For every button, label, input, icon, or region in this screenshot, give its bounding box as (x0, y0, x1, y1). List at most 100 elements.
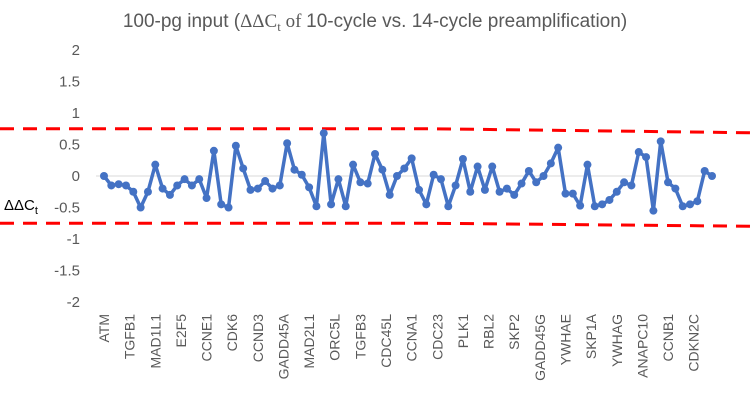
data-point (678, 202, 687, 211)
x-axis-category-labels: ATM TGFB1 MAD1L1 E2F5 CCNE1 CDK6 CCND3 GADD45A M… (96, 313, 702, 381)
y-axis-label: ΔΔCt (4, 197, 38, 217)
data-point (451, 181, 460, 190)
data-point (341, 202, 350, 211)
data-point (327, 200, 336, 209)
data-point (239, 164, 248, 173)
y-tick-label: 1 (72, 105, 80, 122)
data-point (598, 200, 607, 209)
data-point (349, 160, 358, 169)
x-tick-label: TGFB1 (122, 314, 138, 359)
data-point (100, 172, 108, 180)
data-point (466, 187, 475, 196)
data-point (627, 181, 636, 190)
data-point (356, 178, 365, 187)
data-point (649, 206, 658, 215)
data-point (187, 181, 196, 190)
x-tick-label: GADD45G (532, 314, 548, 381)
data-point (642, 153, 651, 162)
data-point (480, 185, 489, 194)
data-point (539, 172, 548, 180)
y-axis-ticks: 2 1.5 1 0.5 0 -0.5 -1 -1.5 -2 (54, 42, 80, 311)
data-point (283, 139, 292, 148)
series-line (102, 131, 713, 213)
x-tick-label: ATM (96, 314, 112, 343)
chart-title-main: 100-pg input ( (123, 11, 241, 32)
y-tick-label: -2 (67, 294, 80, 311)
data-point (605, 195, 614, 204)
data-point (554, 143, 563, 152)
data-point (634, 148, 643, 157)
y-tick-label: 0.5 (59, 137, 80, 154)
x-tick-label: RBL2 (481, 314, 497, 349)
y-tick-label: -1.5 (54, 263, 80, 280)
data-point (136, 203, 145, 212)
data-point (121, 181, 130, 190)
x-tick-label: ANAPC10 (634, 314, 650, 378)
data-point (312, 202, 321, 211)
data-point (620, 178, 629, 187)
data-point (165, 190, 174, 199)
y-tick-label: -0.5 (54, 200, 80, 217)
data-point (700, 166, 709, 175)
data-point (561, 189, 570, 198)
data-point (253, 184, 262, 193)
chart-title: 100-pg input (ΔΔCt of 10-cycle vs. 14-cy… (123, 11, 627, 34)
data-point (202, 194, 211, 203)
series-markers (100, 129, 716, 215)
data-point (576, 201, 585, 210)
chart-title-subscript: t (277, 19, 281, 34)
data-point (319, 129, 328, 138)
data-point (495, 187, 504, 196)
data-point (107, 181, 116, 190)
data-point (583, 160, 592, 169)
x-tick-label: CDK6 (224, 314, 240, 352)
x-tick-label: CDC45L (378, 314, 394, 368)
data-point (275, 181, 284, 190)
data-point (422, 200, 431, 209)
x-tick-label: CCNB1 (660, 314, 676, 362)
data-point (195, 175, 204, 184)
data-point (393, 172, 402, 180)
y-axis-label-subscript: t (35, 205, 38, 217)
data-point (656, 137, 665, 146)
data-point (334, 175, 343, 184)
data-point (261, 177, 270, 186)
chart-title-rest: 10-cycle vs. 14-cycle preamplification) (306, 11, 627, 32)
x-tick-label: TGFB3 (352, 314, 368, 359)
data-point (400, 164, 409, 173)
threshold-line-upper (0, 127, 750, 135)
data-point (708, 172, 716, 180)
y-tick-label: 2 (72, 42, 80, 59)
data-point (305, 183, 314, 192)
data-point (524, 166, 533, 175)
data-point (436, 175, 445, 184)
x-tick-label: CCNA1 (404, 314, 420, 362)
data-point (444, 202, 453, 211)
threshold-line-lower (0, 221, 750, 228)
x-tick-label: SKP2 (506, 314, 522, 350)
chart-title-of: of (281, 11, 306, 32)
data-point (407, 154, 416, 163)
data-point (612, 187, 621, 196)
data-point (151, 160, 160, 169)
data-point (231, 141, 240, 150)
data-point (488, 162, 497, 171)
data-point (114, 180, 123, 189)
x-tick-label: SKP1A (583, 313, 599, 359)
data-point (414, 185, 423, 194)
data-point (363, 179, 372, 188)
y-tick-label: 0 (72, 168, 80, 185)
data-point (180, 175, 189, 184)
y-axis-label-main: ΔΔC (4, 197, 35, 214)
data-point (664, 178, 673, 187)
data-point (510, 190, 519, 199)
data-point (385, 190, 394, 199)
data-point (209, 146, 218, 155)
data-point (268, 184, 277, 193)
data-point (371, 149, 380, 158)
x-tick-label: CDC23 (429, 314, 445, 360)
x-tick-label: PLK1 (455, 314, 471, 348)
data-point (129, 187, 138, 196)
data-point (158, 184, 167, 193)
